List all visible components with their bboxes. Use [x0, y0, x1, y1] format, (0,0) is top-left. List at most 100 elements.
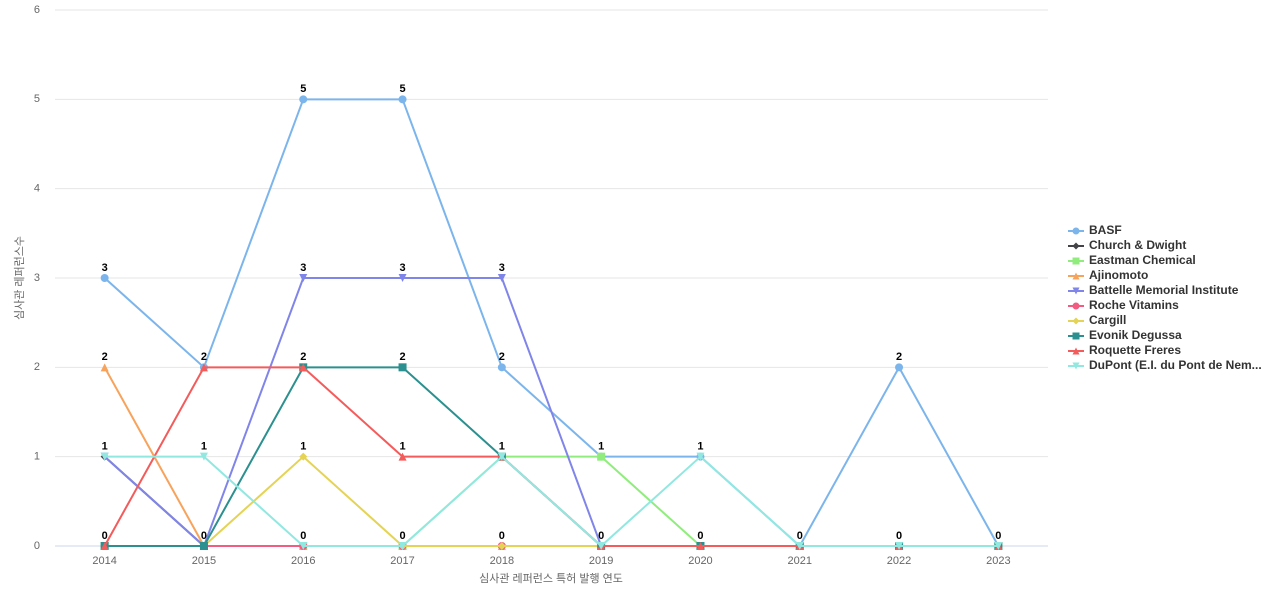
- data-label: 0: [102, 530, 108, 542]
- marker: [398, 95, 407, 104]
- marker: [497, 274, 506, 282]
- data-label: 2: [201, 351, 207, 363]
- marker: [597, 452, 606, 461]
- marker: [299, 542, 308, 550]
- legend-label: Ajinomoto: [1089, 268, 1148, 282]
- marker: [100, 274, 109, 282]
- data-label: 3: [399, 262, 405, 274]
- data-label: 0: [598, 530, 604, 542]
- data-label: 0: [995, 530, 1001, 542]
- data-label: 5: [300, 83, 306, 95]
- marker: [1072, 227, 1080, 235]
- data-label: 0: [201, 530, 207, 542]
- marker: [1072, 347, 1080, 355]
- legend-label: Cargill: [1089, 313, 1126, 327]
- x-tick-label: 2016: [291, 555, 315, 567]
- marker: [100, 452, 109, 461]
- marker: [199, 363, 208, 372]
- legend-item[interactable]: Roche Vitamins: [1068, 298, 1179, 312]
- x-tick-label: 2020: [688, 555, 712, 567]
- data-label: 1: [201, 441, 207, 453]
- y-tick-label: 1: [34, 451, 40, 463]
- marker: [398, 274, 407, 282]
- marker: [1072, 317, 1080, 325]
- x-axis-title: 심사관 레퍼런스 특허 발행 연도: [479, 572, 623, 585]
- data-label: 2: [399, 351, 405, 363]
- legend-label: DuPont (E.I. du Pont de Nem...: [1089, 358, 1262, 372]
- x-tick-label: 2015: [192, 555, 216, 567]
- marker: [199, 452, 208, 461]
- legend-item[interactable]: Church & Dwight: [1068, 238, 1186, 252]
- y-tick-label: 2: [34, 361, 40, 373]
- marker: [299, 95, 308, 104]
- y-tick-label: 6: [34, 4, 40, 16]
- marker: [299, 363, 308, 372]
- marker: [994, 542, 1003, 550]
- marker: [795, 542, 804, 550]
- series-line: [103, 98, 1000, 548]
- legend-item[interactable]: Roquette Freres: [1068, 343, 1181, 357]
- legend-item[interactable]: Eastman Chemical: [1068, 253, 1196, 267]
- legend-label: BASF: [1089, 223, 1122, 237]
- marker: [299, 274, 308, 282]
- x-tick-label: 2023: [986, 555, 1010, 567]
- legend-item[interactable]: DuPont (E.I. du Pont de Nem...: [1068, 358, 1262, 372]
- x-tick-label: 2022: [887, 555, 911, 567]
- data-label: 3: [102, 262, 108, 274]
- marker: [100, 542, 109, 550]
- legend-label: Battelle Memorial Institute: [1089, 283, 1239, 297]
- marker: [497, 452, 506, 461]
- y-tick-label: 4: [34, 183, 40, 195]
- legend-item[interactable]: Ajinomoto: [1068, 268, 1148, 282]
- marker: [1072, 332, 1080, 340]
- legend-item[interactable]: Evonik Degussa: [1068, 328, 1182, 342]
- data-label: 0: [399, 530, 405, 542]
- marker: [1072, 287, 1080, 295]
- data-label: 1: [102, 441, 108, 453]
- data-label: 1: [697, 441, 703, 453]
- series-line: [104, 455, 999, 548]
- marker: [398, 363, 407, 372]
- data-label: 2: [499, 351, 505, 363]
- marker: [1072, 362, 1080, 370]
- data-label: 2: [300, 351, 306, 363]
- marker: [299, 452, 308, 461]
- marker: [696, 452, 705, 461]
- x-tick-label: 2021: [788, 555, 812, 567]
- data-label: 0: [697, 530, 703, 542]
- legend-label: Eastman Chemical: [1089, 253, 1196, 267]
- marker: [100, 363, 109, 372]
- x-tick-label: 2014: [92, 555, 116, 567]
- data-label: 1: [499, 441, 505, 453]
- y-tick-label: 0: [34, 540, 40, 552]
- legend-label: Church & Dwight: [1089, 238, 1186, 252]
- data-label: 1: [399, 441, 405, 453]
- marker: [696, 542, 705, 550]
- marker: [497, 542, 506, 550]
- marker: [1072, 242, 1080, 250]
- data-label: 3: [499, 262, 505, 274]
- data-label: 1: [300, 441, 306, 453]
- y-axis-title: 심사관 레퍼런스수: [13, 236, 26, 320]
- marker: [597, 542, 606, 550]
- marker: [895, 363, 904, 372]
- marker: [895, 542, 904, 550]
- data-label: 0: [896, 530, 902, 542]
- legend-item[interactable]: Cargill: [1068, 313, 1126, 327]
- data-label: 0: [797, 530, 803, 542]
- marker: [398, 542, 407, 550]
- series-line: [103, 277, 999, 548]
- marker: [1072, 257, 1080, 265]
- data-label: 5: [399, 83, 405, 95]
- x-tick-label: 2017: [390, 555, 414, 567]
- y-tick-label: 3: [34, 272, 40, 284]
- legend-item[interactable]: Battelle Memorial Institute: [1068, 283, 1239, 297]
- legend-item[interactable]: BASF: [1068, 223, 1122, 237]
- marker: [1072, 302, 1080, 310]
- x-tick-label: 2019: [589, 555, 613, 567]
- marker: [1072, 272, 1080, 280]
- x-tick-label: 2018: [490, 555, 514, 567]
- marker: [398, 452, 407, 461]
- data-label: 0: [300, 530, 306, 542]
